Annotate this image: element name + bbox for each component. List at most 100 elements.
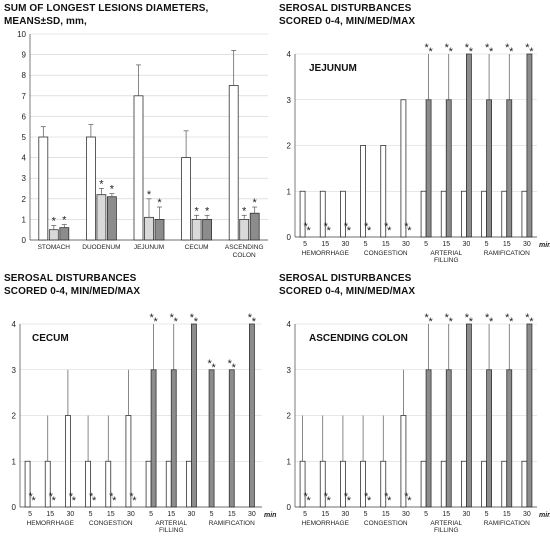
significance-star: *	[52, 216, 57, 228]
time-tick-label: 15	[382, 241, 390, 248]
significance-star: *	[525, 312, 530, 324]
significance-star: *	[404, 221, 409, 233]
bar	[228, 85, 239, 241]
time-tick-label: 30	[127, 511, 135, 518]
bar	[96, 194, 107, 241]
y-tick-label: 6	[22, 112, 27, 121]
group-label: HEMORRHAGE	[302, 520, 350, 527]
significance-star: *	[529, 46, 534, 58]
time-tick-label: 30	[342, 511, 350, 518]
bar	[445, 99, 452, 238]
significance-star: *	[303, 491, 308, 503]
significance-star: *	[404, 491, 409, 503]
bar	[38, 136, 49, 241]
group-label: ARTERIAL	[430, 520, 462, 527]
chart-cecum: 01234**5**15**30HEMORRHAGE**5**15**30CON…	[12, 312, 277, 534]
group-label: FILLING	[159, 527, 184, 534]
bar	[48, 229, 59, 241]
group-label: RAMIFICATION	[484, 250, 530, 257]
significance-star: *	[445, 42, 450, 54]
bar	[340, 190, 346, 238]
y-tick-label: 4	[287, 320, 292, 329]
bar	[249, 323, 255, 508]
y-tick-label: 1	[22, 215, 27, 224]
significance-star: *	[469, 46, 474, 58]
significance-star: *	[407, 225, 412, 237]
y-tick-label: 2	[22, 195, 27, 204]
significance-star: *	[129, 491, 134, 503]
time-tick-label: 15	[228, 511, 236, 518]
group-label: HEMORRHAGE	[27, 520, 75, 527]
time-tick-label: 5	[485, 511, 489, 518]
significance-star: *	[428, 316, 433, 328]
significance-star: *	[31, 495, 36, 507]
significance-star: *	[327, 495, 332, 507]
y-tick-label: 2	[287, 412, 292, 421]
category-label: CECUM	[185, 244, 209, 251]
panel-ascending-colon: SEROSAL DISTURBANCES SCORED 0-4, MIN/MED…	[275, 270, 550, 539]
time-tick-label: 15	[442, 511, 450, 518]
panel-title: SUM OF LONGEST LESIONS DIAMETERS, MEANS±…	[4, 2, 208, 28]
significance-star: *	[232, 362, 237, 374]
significance-star: *	[367, 495, 372, 507]
significance-star: *	[72, 495, 77, 507]
time-tick-label: 15	[321, 241, 329, 248]
significance-star: *	[303, 221, 308, 233]
bar	[145, 460, 152, 508]
time-tick-label: 30	[342, 241, 350, 248]
bar	[133, 95, 144, 241]
significance-star: *	[424, 312, 429, 324]
inner-title: JEJUNUM	[309, 63, 357, 74]
significance-star: *	[109, 491, 114, 503]
bar	[154, 218, 165, 241]
bar	[440, 460, 447, 508]
category-label: STOMACH	[38, 244, 71, 251]
group-label: ARTERIAL	[430, 250, 462, 257]
bar	[380, 145, 387, 238]
bar	[144, 216, 154, 241]
bar	[506, 369, 513, 508]
significance-star: *	[190, 312, 195, 324]
bar	[445, 369, 452, 508]
chart-ascending-colon: 01234**5**15**30HEMORRHAGE**5**15**30CON…	[287, 312, 550, 534]
title-line-2: MEANS±SD, mm,	[4, 16, 87, 27]
significance-star: *	[364, 221, 369, 233]
significance-star: *	[465, 312, 470, 324]
bar	[165, 460, 172, 508]
bar	[486, 369, 492, 508]
time-tick-label: 5	[424, 511, 428, 518]
inner-title: CECUM	[32, 333, 69, 344]
significance-star: *	[89, 491, 94, 503]
time-tick-label: 15	[503, 511, 511, 518]
significance-star: *	[157, 197, 162, 209]
significance-star: *	[324, 491, 329, 503]
significance-star: *	[149, 312, 154, 324]
bar	[501, 460, 508, 508]
bar	[400, 99, 407, 238]
category-label: ASCENDING	[225, 244, 264, 251]
bar	[249, 212, 260, 241]
panel-title: SEROSAL DISTURBANCES SCORED 0-4, MIN/MED…	[279, 2, 415, 28]
time-tick-label: 5	[424, 241, 428, 248]
y-tick-label: 5	[22, 133, 27, 142]
significance-star: *	[387, 225, 392, 237]
time-tick-label: 5	[89, 511, 93, 518]
significance-star: *	[344, 221, 349, 233]
bar	[170, 369, 177, 508]
bar	[59, 227, 70, 241]
significance-star: *	[424, 42, 429, 54]
time-tick-label: 15	[442, 241, 450, 248]
bar	[481, 460, 487, 508]
chart-lesion-diameters: 0 1 2 3 4 5 6 7 8 9 10 * * STOMACH * * DUODENUM * * JEJUNUM…	[17, 30, 268, 259]
significance-star: *	[52, 495, 57, 507]
category-label: DUODENUM	[82, 244, 120, 251]
y-tick-label: 1	[287, 457, 292, 466]
significance-star: *	[407, 495, 412, 507]
title-line-1: SUM OF LONGEST LESIONS DIAMETERS,	[4, 3, 209, 14]
y-tick-label: 0	[12, 503, 17, 512]
significance-star: *	[170, 312, 175, 324]
time-tick-label: 5	[303, 241, 307, 248]
bar	[521, 460, 528, 508]
y-tick-label: 7	[22, 92, 27, 101]
bar	[24, 460, 31, 508]
